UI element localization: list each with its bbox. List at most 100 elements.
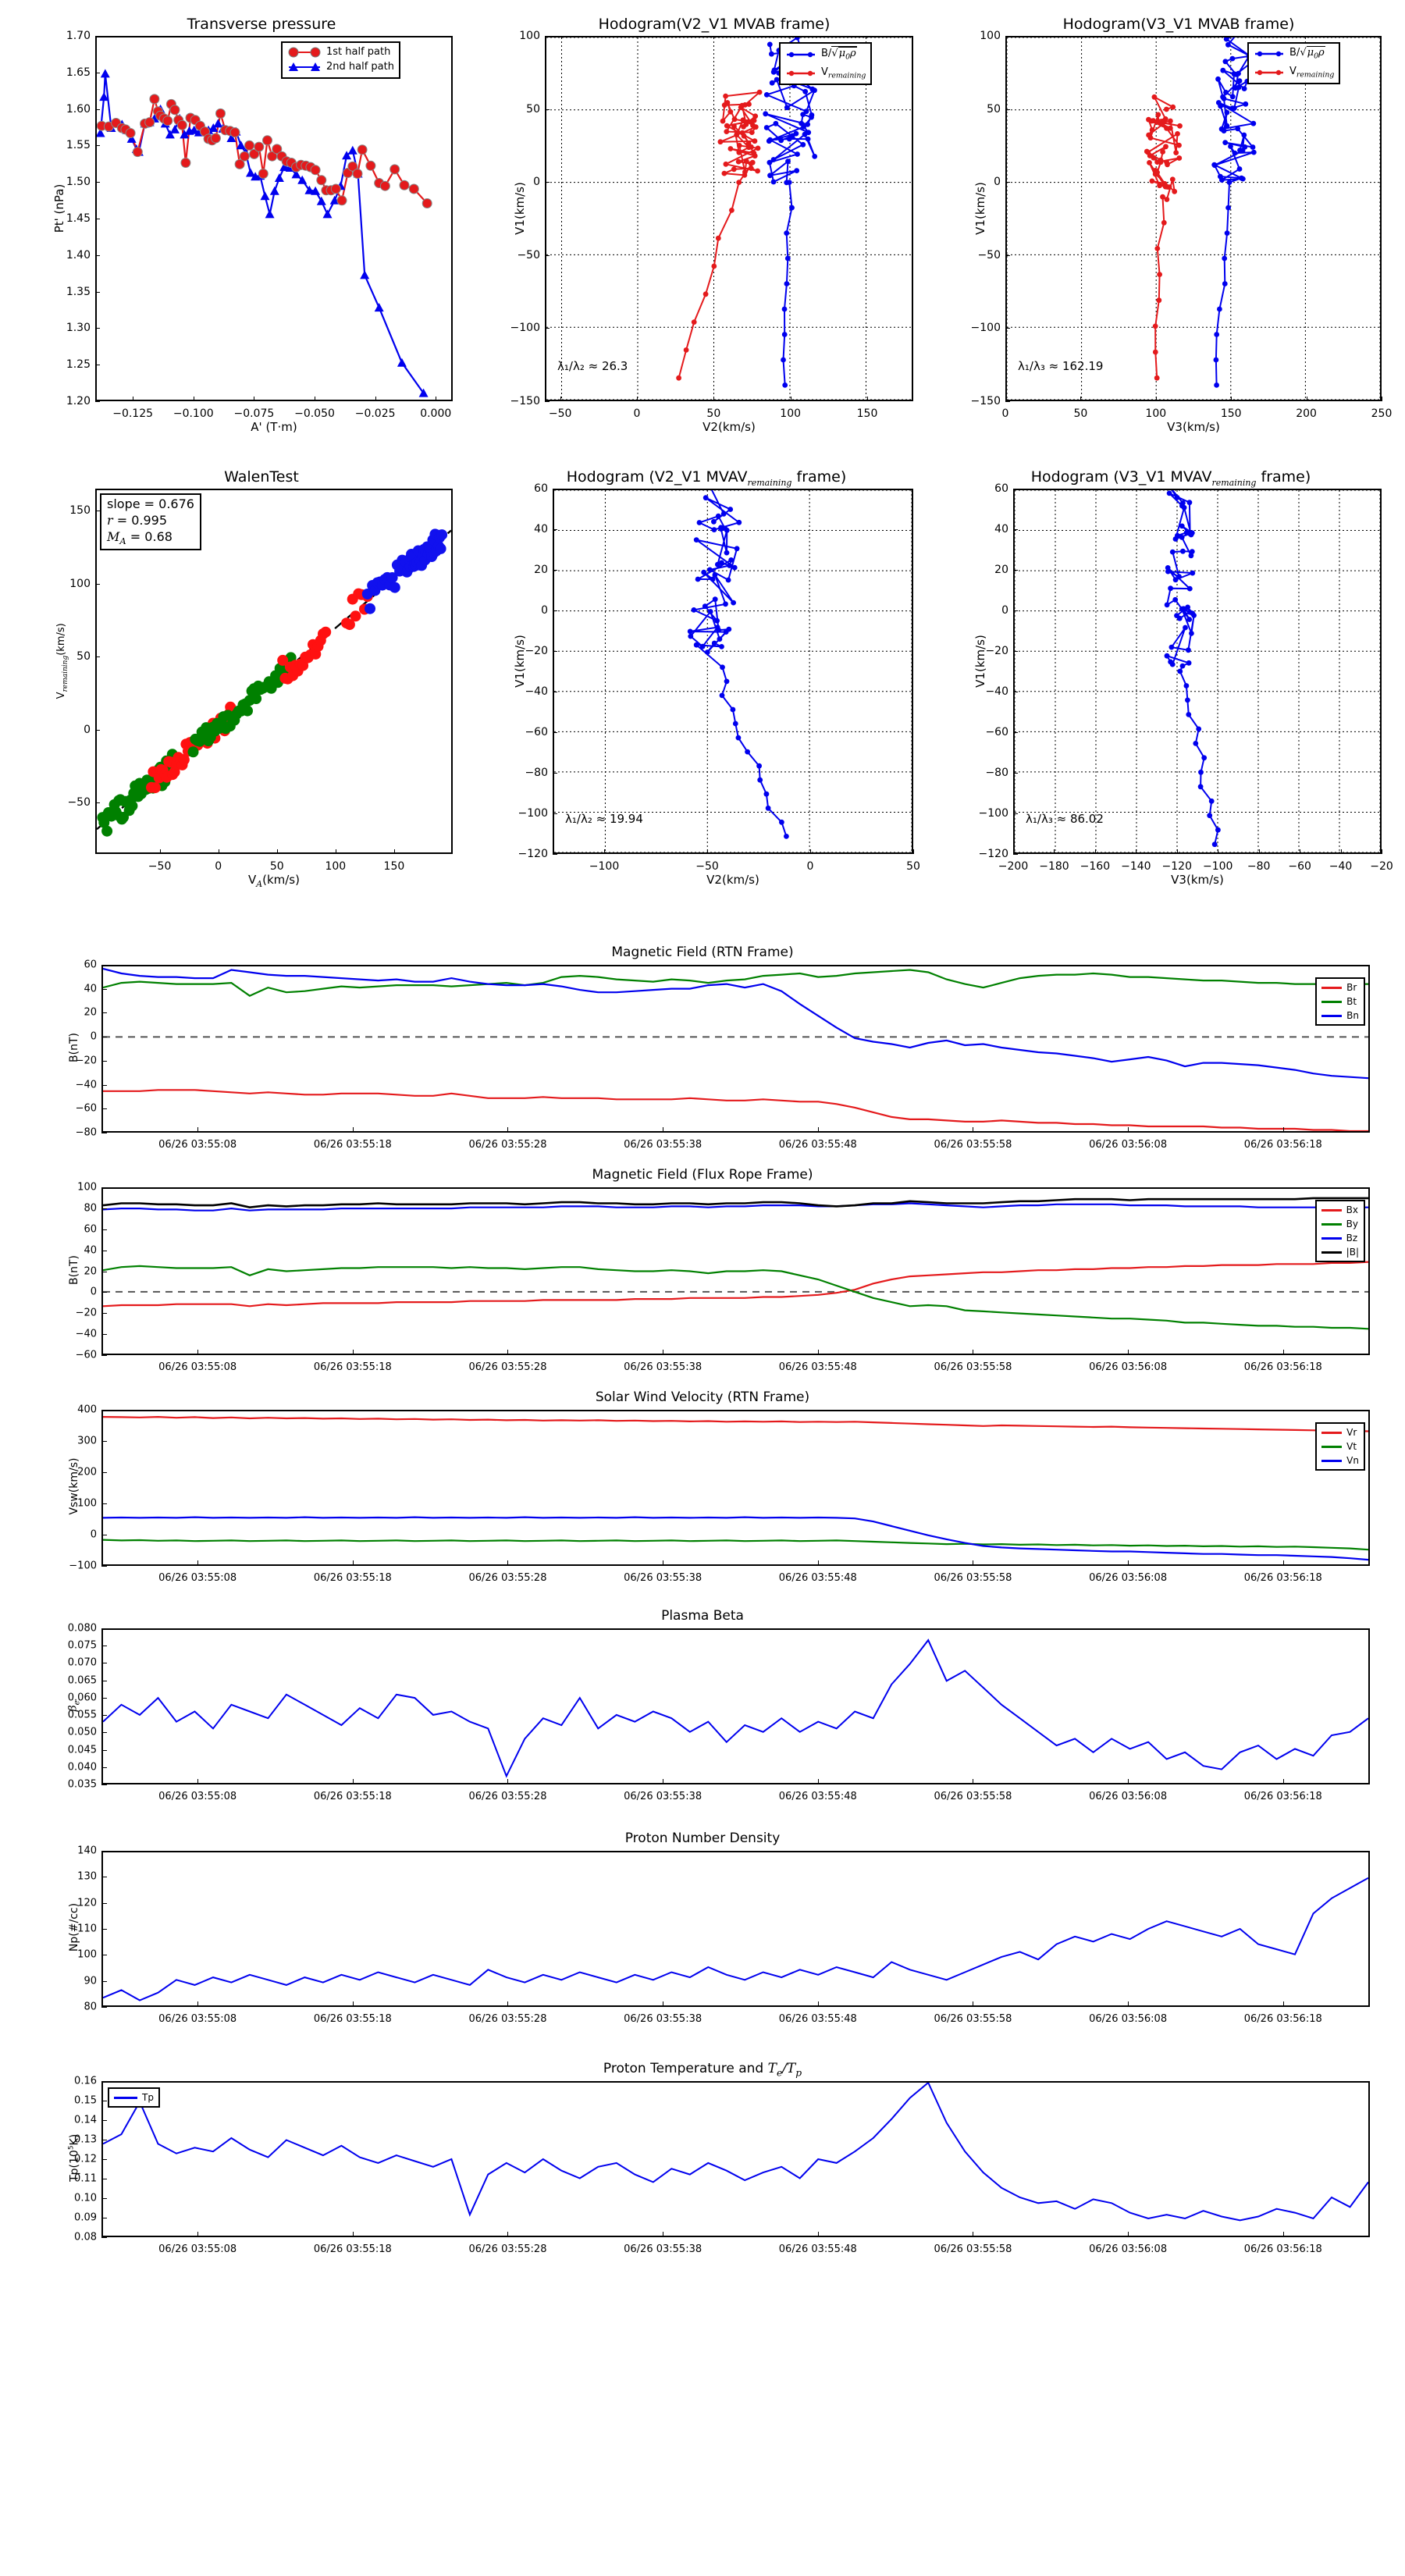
- y-tick-label: 20: [84, 1006, 97, 1019]
- y-tick-label: 0: [533, 176, 540, 189]
- legend-line-Tp-icon: [114, 2096, 137, 2099]
- y-tick-label: −40: [985, 685, 1008, 698]
- ma-value: MA = 0.68: [107, 528, 173, 546]
- x-tick-mark: [1282, 1127, 1284, 1133]
- legend-line-Bx-icon: [1321, 1208, 1342, 1212]
- legend-item: Vn: [1321, 1453, 1359, 1468]
- y-tick-label: −20: [985, 645, 1008, 657]
- y-tick-label: 80: [84, 2001, 97, 2013]
- y-tick-label: −50: [67, 796, 91, 809]
- x-tick-label: 06/26 03:55:58: [934, 1791, 1012, 1802]
- x-tick-label: 06/26 03:55:48: [778, 1791, 857, 1802]
- plot-area: [1005, 36, 1382, 401]
- plot-area: [553, 489, 913, 854]
- legend-label: Vt: [1346, 1441, 1357, 1452]
- y-tick-label: 1.55: [66, 139, 91, 152]
- x-tick-label: −50: [548, 407, 572, 420]
- legend-line-Br-icon: [1321, 986, 1343, 989]
- x-tick-mark: [1282, 1560, 1284, 1566]
- y-tick-label: 100: [77, 1181, 97, 1194]
- y-tick-mark: [101, 1292, 107, 1293]
- y-tick-mark: [1005, 36, 1010, 37]
- y-tick-mark: [95, 254, 100, 256]
- y-tick-mark: [101, 2198, 107, 2199]
- x-tick-mark: [817, 1779, 819, 1784]
- legend-item: Bx: [1321, 1203, 1359, 1217]
- x-tick-mark: [1013, 849, 1014, 854]
- x-tick-mark: [1094, 849, 1096, 854]
- y-tick-label: 40: [84, 983, 97, 995]
- plot-area: [101, 1410, 1370, 1566]
- x-tick-label: −180: [1039, 860, 1069, 873]
- y-tick-label: 40: [994, 523, 1008, 535]
- x-tick-label: 06/26 03:55:18: [313, 1572, 392, 1584]
- y-tick-mark: [553, 651, 557, 652]
- magnetic-field-rtn-svg: [103, 967, 1368, 1131]
- x-tick-label: 150: [856, 407, 878, 420]
- legend-label: Bz: [1346, 1233, 1358, 1244]
- y-tick-label: 0.040: [67, 1761, 97, 1774]
- x-tick-label: 06/26 03:55:48: [778, 2243, 857, 2255]
- y-tick-mark: [101, 1208, 107, 1209]
- x-tick-label: 06/26 03:56:08: [1089, 1791, 1168, 1802]
- walen-test-svg: [97, 528, 451, 837]
- legend-label: 2nd half path: [326, 60, 394, 73]
- x-tick-label: 06/26 03:55:08: [158, 2243, 237, 2255]
- y-tick-mark: [553, 610, 557, 611]
- x-tick-mark: [507, 1560, 509, 1566]
- legend-item: B/√μ0ρ: [785, 46, 866, 62]
- y-tick-label: 400: [77, 1404, 97, 1416]
- x-tick-mark: [507, 1350, 509, 1355]
- y-tick-label: −150: [510, 395, 540, 407]
- x-tick-mark: [352, 1779, 354, 1784]
- x-axis-label: V2(km/s): [702, 420, 756, 434]
- series-line-red-icon: [1255, 70, 1283, 76]
- x-tick-mark: [560, 397, 561, 401]
- plot-area: [101, 1628, 1370, 1784]
- legend-label: 1st half path: [326, 46, 391, 58]
- x-tick-label: 0.000: [420, 407, 452, 420]
- y-tick-mark: [101, 1767, 107, 1768]
- panel-title: Plasma Beta: [661, 1608, 744, 1624]
- x-tick-mark: [913, 849, 914, 854]
- y-tick-label: −50: [517, 248, 540, 262]
- y-tick-label: 0.050: [67, 1726, 97, 1738]
- x-tick-mark: [817, 1350, 819, 1355]
- panel-title: Transverse pressure: [187, 16, 336, 33]
- x-tick-label: 06/26 03:55:38: [624, 1572, 702, 1584]
- x-tick-label: −60: [1288, 860, 1311, 873]
- x-tick-mark: [352, 2001, 354, 2007]
- x-tick-label: 06/26 03:56:18: [1243, 2013, 1322, 2025]
- x-tick-mark: [1176, 849, 1178, 854]
- y-tick-mark: [1013, 529, 1018, 530]
- x-tick-label: −100: [1202, 860, 1233, 873]
- x-tick-mark: [1128, 1779, 1129, 1784]
- legend-item: Tp: [114, 2090, 154, 2105]
- y-tick-mark: [101, 1441, 107, 1442]
- x-tick-mark: [375, 397, 376, 401]
- x-tick-mark: [867, 397, 868, 401]
- y-tick-label: 300: [77, 1435, 97, 1447]
- legend-line-|B|-icon: [1321, 1251, 1342, 1254]
- x-tick-label: 06/26 03:55:18: [313, 1791, 392, 1802]
- y-tick-mark: [101, 1566, 107, 1567]
- x-tick-label: 50: [269, 860, 284, 873]
- y-tick-label: −100: [518, 807, 548, 820]
- y-tick-mark: [101, 1012, 107, 1014]
- legend-label: Tp: [142, 2092, 154, 2103]
- y-tick-mark: [101, 2159, 107, 2160]
- x-tick-label: 06/26 03:55:28: [468, 1572, 547, 1584]
- y-tick-label: −80: [525, 767, 548, 779]
- y-tick-mark: [545, 328, 550, 329]
- y-tick-mark: [553, 732, 557, 733]
- legend-line-Vt-icon: [1321, 1445, 1343, 1448]
- y-tick-mark: [101, 1108, 107, 1110]
- y-tick-label: 1.45: [66, 212, 91, 225]
- x-tick-label: 06/26 03:56:18: [1243, 1139, 1322, 1151]
- y-tick-label: 0: [90, 1030, 97, 1043]
- x-tick-label: 0: [806, 860, 814, 873]
- y-tick-mark: [95, 656, 100, 658]
- y-tick-mark: [95, 729, 100, 731]
- x-axis-label: V3(km/s): [1167, 420, 1220, 434]
- y-tick-label: 0.080: [67, 1622, 97, 1635]
